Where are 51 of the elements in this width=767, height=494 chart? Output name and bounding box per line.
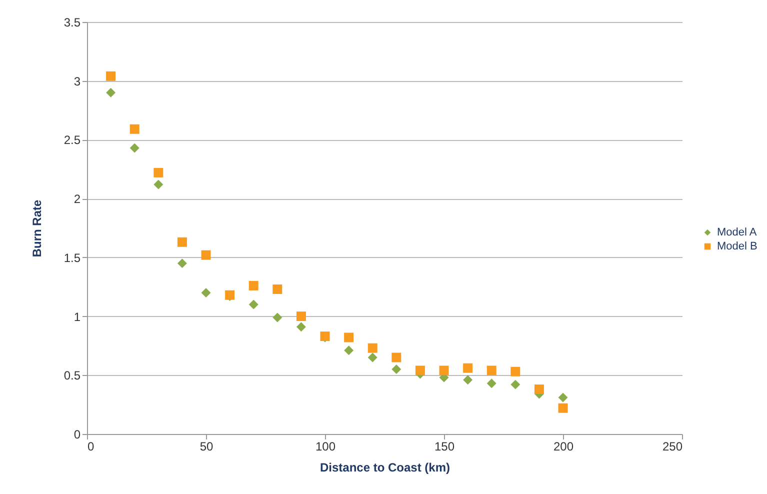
x-tick-label: 250 [662,440,683,454]
point [392,364,402,374]
point [272,284,282,294]
point [510,366,520,376]
point [248,280,258,290]
point [344,346,354,356]
point [201,250,211,260]
y-tick-label: 3 [74,74,81,88]
y-axis-title: Burn Rate [30,200,44,258]
point [558,392,568,402]
point [534,384,544,394]
point [344,332,354,342]
y-tick-label: 2 [74,192,81,206]
point [463,363,473,373]
point [248,300,258,310]
point [106,71,116,81]
point [177,237,187,247]
legend-label: Model B [717,240,758,252]
point [106,88,116,98]
point [296,312,306,322]
point [296,322,306,332]
x-tick-label: 0 [88,440,94,454]
point [486,366,496,376]
x-axis-title: Distance to Coast (km) [320,460,450,474]
legend-label: Model A [717,226,758,238]
y-tick-label: 0.5 [64,368,81,383]
y-tick-label: 2.5 [64,133,81,148]
point [368,352,378,362]
y-tick-label: 1 [74,310,81,324]
point [177,258,187,268]
point [463,375,473,385]
y-tick-label: 3.5 [64,16,81,30]
x-tick-label: 200 [553,440,574,454]
point [392,352,402,362]
point [154,180,164,190]
y-tick-label: 1.5 [64,250,81,265]
point [486,378,496,388]
point [415,366,425,376]
point [201,288,211,298]
point [439,366,449,376]
point [368,343,378,353]
point [130,124,140,134]
y-tick-label: 0 [74,428,81,442]
x-tick-label: 50 [200,440,214,454]
point [558,403,568,413]
point [510,380,520,390]
x-tick-label: 150 [434,440,455,454]
x-tick-label: 100 [315,440,336,454]
point [272,312,282,322]
point [130,143,140,153]
point [154,168,164,178]
